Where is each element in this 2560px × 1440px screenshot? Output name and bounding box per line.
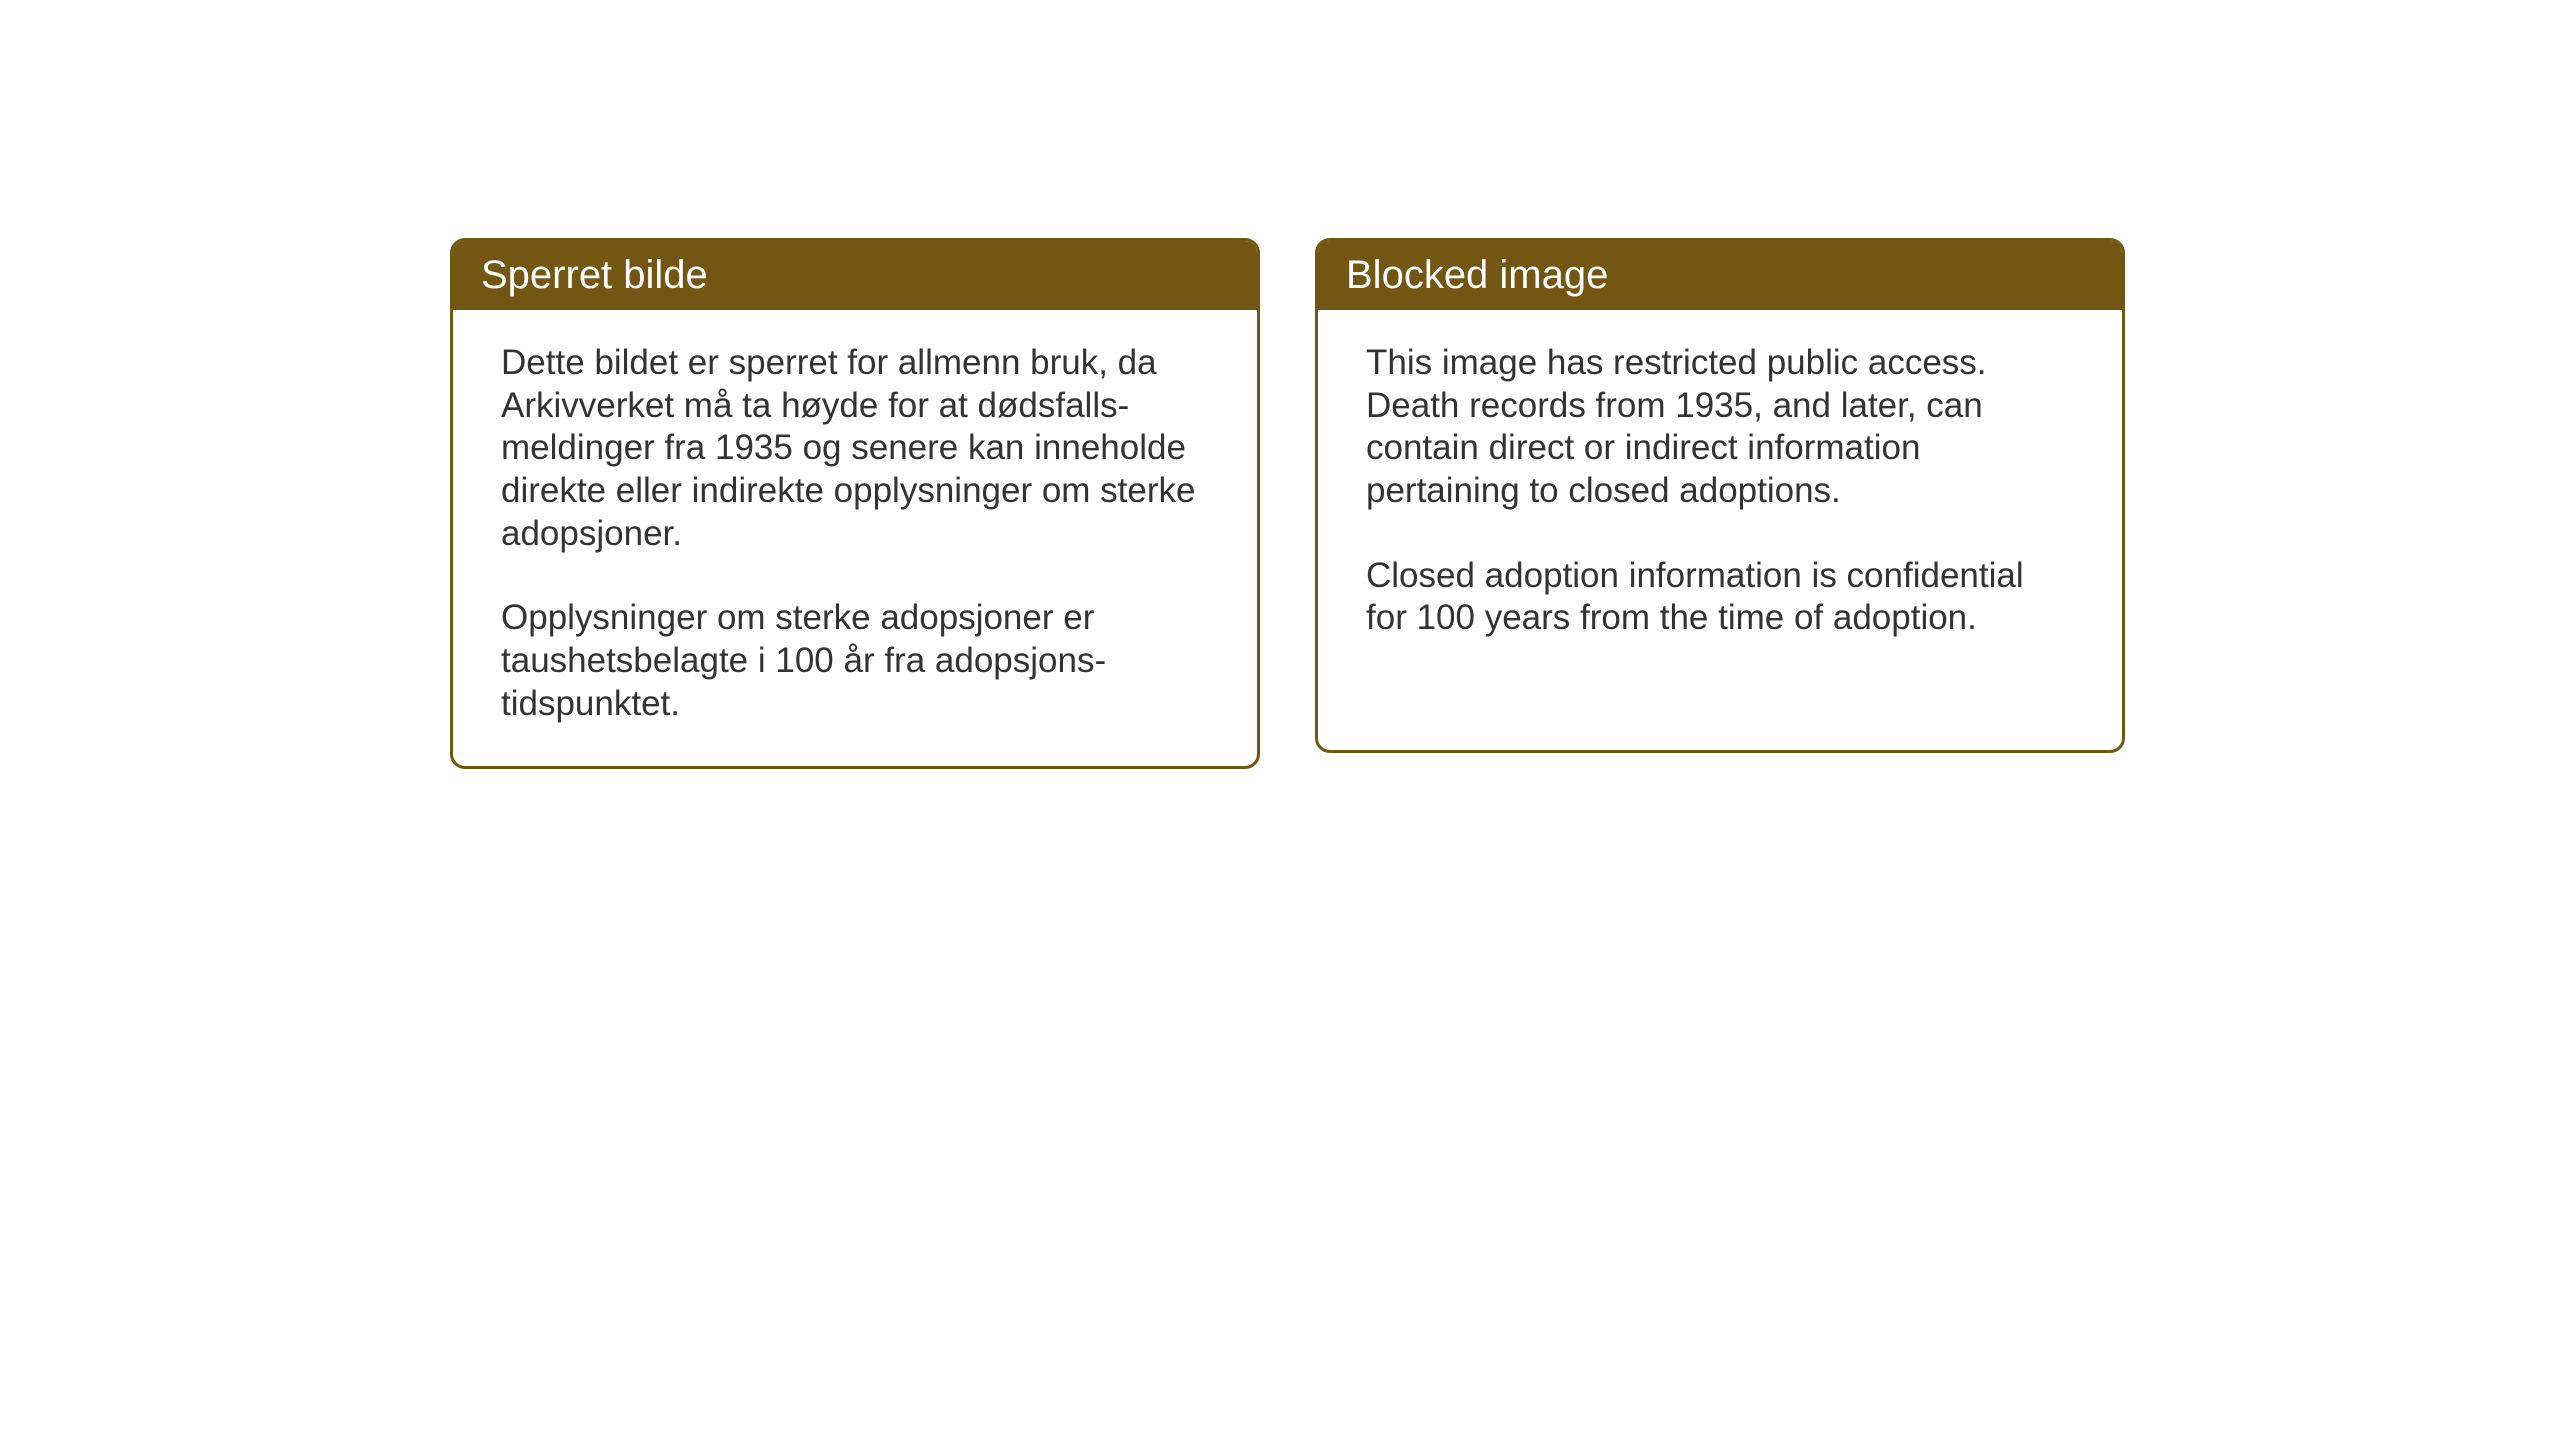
- notice-card-english: Blocked image This image has restricted …: [1315, 238, 2125, 753]
- notice-title-english: Blocked image: [1346, 253, 1608, 297]
- notice-paragraph-1-english: This image has restricted public access.…: [1366, 342, 2074, 513]
- notice-paragraph-2-norwegian: Opplysninger om sterke adopsjoner er tau…: [501, 597, 1209, 725]
- notice-header-english: Blocked image: [1318, 241, 2122, 310]
- notice-paragraph-2-english: Closed adoption information is confident…: [1366, 555, 2074, 640]
- notice-paragraph-1-norwegian: Dette bildet er sperret for allmenn bruk…: [501, 342, 1209, 555]
- notice-title-norwegian: Sperret bilde: [481, 253, 708, 297]
- notice-container: Sperret bilde Dette bildet er sperret fo…: [450, 238, 2125, 769]
- notice-body-norwegian: Dette bildet er sperret for allmenn bruk…: [453, 310, 1257, 766]
- notice-card-norwegian: Sperret bilde Dette bildet er sperret fo…: [450, 238, 1260, 769]
- notice-header-norwegian: Sperret bilde: [453, 241, 1257, 310]
- notice-body-english: This image has restricted public access.…: [1318, 310, 2122, 680]
